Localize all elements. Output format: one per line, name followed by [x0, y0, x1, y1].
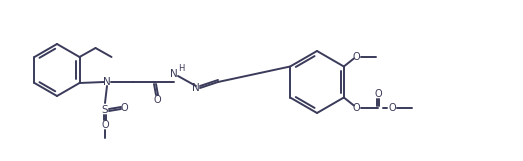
Text: O: O — [101, 120, 109, 130]
Text: O: O — [352, 52, 360, 62]
Text: O: O — [153, 95, 161, 105]
Text: N: N — [192, 83, 200, 93]
Text: H: H — [178, 63, 184, 72]
Text: O: O — [120, 103, 128, 113]
Text: N: N — [103, 77, 111, 87]
Text: O: O — [388, 103, 396, 113]
Text: N: N — [170, 69, 178, 79]
Text: O: O — [374, 89, 382, 99]
Text: O: O — [352, 103, 360, 113]
Text: S: S — [101, 105, 108, 115]
